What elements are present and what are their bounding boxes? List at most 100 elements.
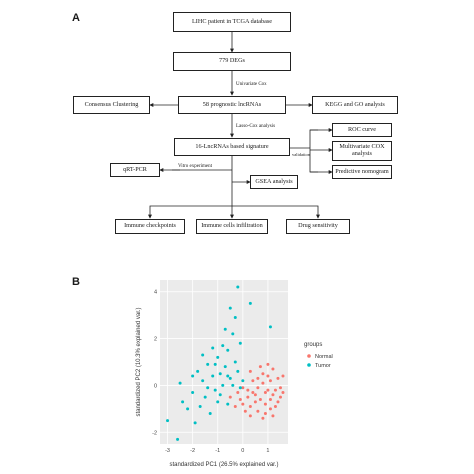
box-roc: ROC curve xyxy=(332,123,392,137)
data-point-normal xyxy=(233,405,237,409)
data-point-tumor xyxy=(236,285,240,289)
data-point-normal xyxy=(253,393,257,397)
data-point-normal xyxy=(281,374,285,378)
data-point-normal xyxy=(253,400,257,404)
box-gsea: GSEA analysis xyxy=(250,175,298,189)
data-point-tumor xyxy=(193,421,197,425)
box-degs: 779 DEGs xyxy=(173,52,291,71)
data-point-normal xyxy=(228,395,232,399)
data-point-tumor xyxy=(201,353,205,357)
data-point-normal xyxy=(243,409,247,413)
data-point-tumor xyxy=(218,372,222,376)
arrow-to-checkpoints xyxy=(148,205,232,219)
data-point-tumor xyxy=(218,393,222,397)
box-lihc: LIHC patient in TCGA database xyxy=(173,12,291,32)
data-point-normal xyxy=(263,402,267,406)
data-point-tumor xyxy=(226,402,230,406)
data-point-normal xyxy=(268,407,272,411)
data-point-normal xyxy=(236,390,240,394)
data-point-normal xyxy=(246,395,250,399)
data-point-tumor xyxy=(206,362,210,366)
box-kegg: KEGG and GO analysis xyxy=(312,96,398,114)
data-point-tumor xyxy=(221,383,225,387)
x-axis-label: standardized PC1 (26.5% explained var.) xyxy=(169,462,278,468)
data-point-tumor xyxy=(181,400,185,404)
box-consensus: Consensus Clustering xyxy=(73,96,150,114)
data-point-normal xyxy=(251,390,255,394)
legend: Normal Tumor xyxy=(307,354,333,369)
y-tick-label: -2 xyxy=(152,430,157,436)
data-point-normal xyxy=(256,409,260,413)
panel-b-label: B xyxy=(72,276,80,288)
data-point-normal xyxy=(241,402,245,406)
data-point-normal xyxy=(281,390,285,394)
data-point-tumor xyxy=(191,374,195,378)
y-tick-label: 4 xyxy=(154,290,157,296)
data-point-normal xyxy=(266,362,270,366)
data-point-tumor xyxy=(221,344,225,348)
y-tick-label: 2 xyxy=(154,337,157,343)
data-point-normal xyxy=(248,369,252,373)
data-point-normal xyxy=(263,390,267,394)
box-drug-sensitivity: Drug sensitivity xyxy=(286,219,350,234)
data-point-tumor xyxy=(233,360,237,364)
data-point-tumor xyxy=(213,388,217,392)
data-point-tumor xyxy=(228,306,232,310)
data-point-normal xyxy=(256,386,260,390)
data-point-tumor xyxy=(211,346,215,350)
data-point-tumor xyxy=(208,412,212,416)
data-point-normal xyxy=(251,379,255,383)
data-point-normal xyxy=(258,365,262,369)
legend-label-normal: Normal xyxy=(315,354,333,360)
data-point-normal xyxy=(268,397,272,401)
plot-background xyxy=(160,280,288,444)
data-point-tumor xyxy=(223,327,227,331)
panel-a-label: A xyxy=(72,12,80,24)
data-point-normal xyxy=(268,379,272,383)
data-point-tumor xyxy=(226,348,230,352)
x-tick-label: -1 xyxy=(215,448,220,454)
data-point-normal xyxy=(246,388,250,392)
y-tick-labels: -2 0 2 4 xyxy=(152,290,157,437)
data-point-normal xyxy=(261,381,265,385)
data-point-tumor xyxy=(238,341,242,345)
data-point-normal xyxy=(248,414,252,418)
data-points xyxy=(166,285,285,441)
data-point-normal xyxy=(238,397,242,401)
data-point-tumor xyxy=(223,365,227,369)
x-tick-label: 1 xyxy=(266,448,269,454)
data-point-tumor xyxy=(231,332,235,336)
data-point-tumor xyxy=(178,381,182,385)
data-point-tumor xyxy=(228,376,232,380)
validation-bracket xyxy=(309,129,318,173)
box-prognostic: 58 prognostic lncRNAs xyxy=(178,96,286,114)
data-point-tumor xyxy=(198,405,202,409)
x-tick-label: -3 xyxy=(165,448,170,454)
box-nomogram: Predictive nomogram xyxy=(332,165,392,179)
data-point-tumor xyxy=(206,386,210,390)
data-point-normal xyxy=(261,416,265,420)
data-point-tumor xyxy=(233,315,237,319)
data-point-tumor xyxy=(231,383,235,387)
x-tick-label: 0 xyxy=(241,448,244,454)
data-point-normal xyxy=(273,388,277,392)
data-point-tumor xyxy=(236,369,240,373)
data-point-normal xyxy=(278,386,282,390)
data-point-normal xyxy=(248,405,252,409)
data-point-normal xyxy=(261,372,265,376)
data-point-tumor xyxy=(226,374,230,378)
data-point-normal xyxy=(258,397,262,401)
legend-title: groups xyxy=(304,342,322,348)
legend-marker-tumor xyxy=(307,363,311,367)
data-point-tumor xyxy=(248,301,252,305)
data-point-normal xyxy=(266,374,270,378)
box-multivariate: Multivariate COX analysis xyxy=(332,141,392,161)
data-point-normal xyxy=(276,376,280,380)
data-point-tumor xyxy=(201,379,205,383)
label-lasso-cox: Lasso-Cox analysis xyxy=(236,124,276,129)
box-signature: 16-LncRNAs based signature xyxy=(174,138,290,156)
data-point-normal xyxy=(276,400,280,404)
data-point-tumor xyxy=(238,386,242,390)
y-tick-label: 0 xyxy=(154,383,157,389)
data-point-tumor xyxy=(216,355,220,359)
